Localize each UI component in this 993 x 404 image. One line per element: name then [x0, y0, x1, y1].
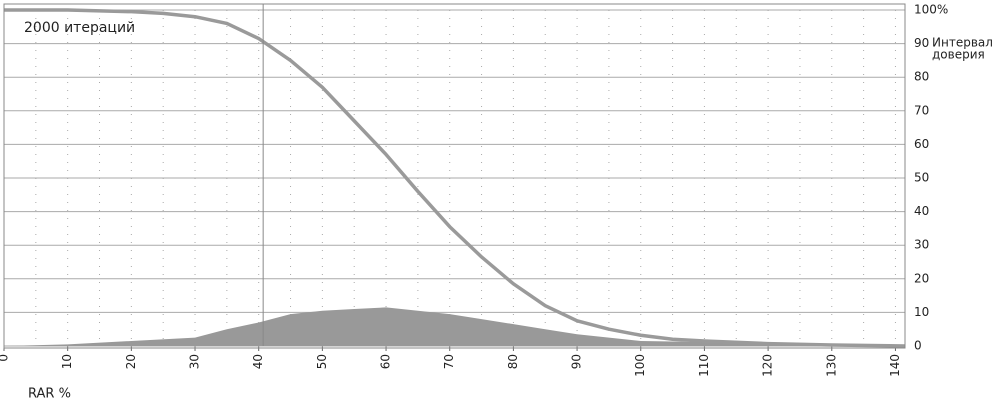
- y-tick-label: 90: [914, 36, 929, 50]
- x-tick-label: 60: [379, 354, 393, 369]
- y-tick-label: 0: [914, 339, 922, 353]
- x-tick-label: 10: [60, 354, 74, 369]
- plot-frame: [3, 3, 906, 349]
- area: [4, 307, 905, 346]
- x-tick-label: 90: [570, 354, 584, 369]
- ci-label-line: Интервал: [932, 35, 993, 49]
- x-tick-label: 40: [251, 354, 265, 369]
- y-tick-label: 20: [914, 271, 929, 285]
- y-tick-label: 10: [914, 305, 929, 319]
- x-tick-label: 30: [188, 354, 202, 369]
- x-tick-label: 0: [0, 354, 11, 362]
- annotation: 2000 итераций: [24, 20, 135, 36]
- x-tick-label: 130: [824, 354, 838, 377]
- x-tick-label: 80: [506, 354, 520, 369]
- ci-label-line: доверия: [932, 47, 985, 61]
- y-tick-label: 30: [914, 238, 929, 252]
- x-tick-label: 120: [761, 354, 775, 377]
- y-tick-label: 80: [914, 70, 929, 84]
- y-tick-label: 50: [914, 171, 929, 185]
- ci-label: Интервал доверия: [932, 35, 993, 61]
- x-tick-label: 70: [442, 354, 456, 369]
- y-tick-label: 70: [914, 103, 929, 117]
- x-tick-label: 110: [697, 354, 711, 377]
- y-tick-label: 60: [914, 137, 929, 151]
- x-tick-label: 140: [888, 354, 902, 377]
- y-tick-label: 100%: [914, 3, 948, 17]
- x-tick-label: 50: [315, 354, 329, 369]
- x-tick-label: 20: [124, 354, 138, 369]
- x-axis-label: RAR %: [28, 387, 71, 402]
- line: [4, 8, 906, 348]
- y-tick-label: 40: [914, 204, 929, 218]
- x-tick-label: 100: [633, 354, 647, 377]
